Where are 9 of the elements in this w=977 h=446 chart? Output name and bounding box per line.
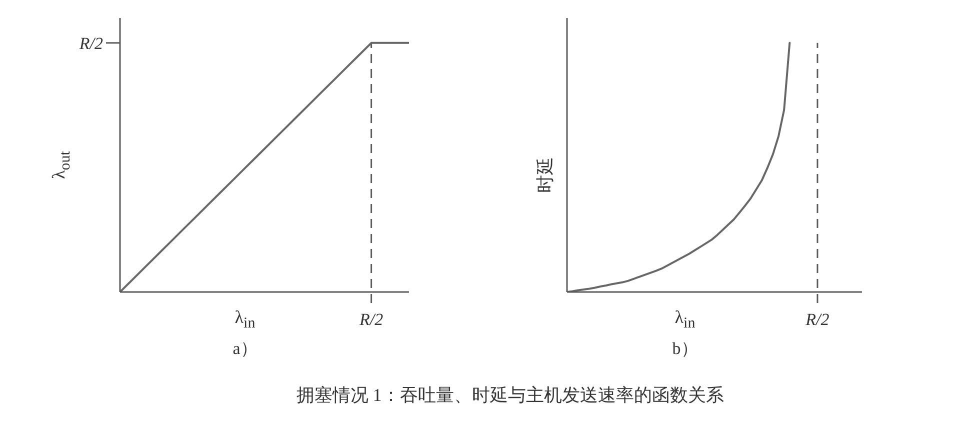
text: a）	[232, 338, 258, 360]
text: R/2	[78, 34, 104, 53]
x-axis-title: λ$_{in}$	[234, 306, 256, 334]
text: R/2	[804, 310, 830, 330]
y-axis-title: 时延	[534, 157, 556, 193]
text: b）	[671, 338, 699, 360]
text: R/2	[358, 310, 384, 330]
x-axis-title: λ$_{in}$	[674, 306, 696, 334]
text: 拥塞情况 1：吞吐量、时延与主机发送速率的函数关系	[295, 384, 725, 407]
